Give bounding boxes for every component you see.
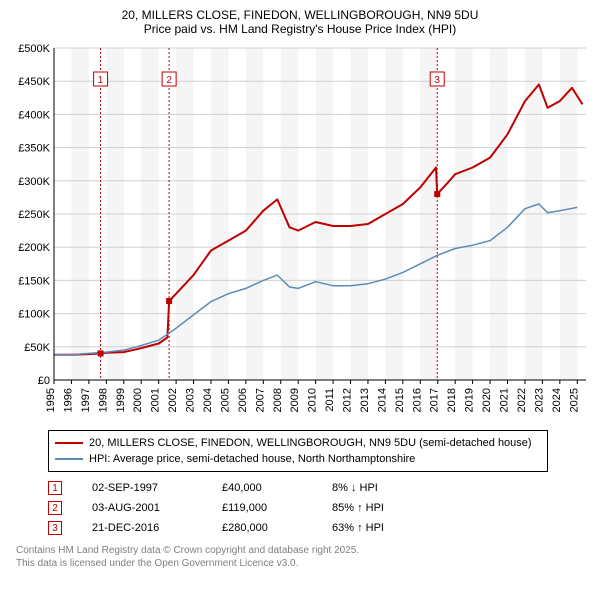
event-date: 21-DEC-2016 [92,522,222,534]
event-price: £40,000 [222,482,332,494]
svg-text:2016: 2016 [411,388,423,412]
event-price: £280,000 [222,522,332,534]
svg-text:£350K: £350K [18,143,50,155]
svg-text:£400K: £400K [18,109,50,121]
svg-text:2012: 2012 [342,388,354,412]
svg-text:1996: 1996 [62,388,74,412]
svg-text:2002: 2002 [167,388,179,412]
svg-text:2025: 2025 [568,388,580,412]
svg-text:2023: 2023 [533,388,545,412]
title-line2: Price paid vs. HM Land Registry's House … [8,22,592,36]
event-pct: 8% ↓ HPI [332,482,452,494]
svg-text:2: 2 [166,75,172,86]
svg-text:2020: 2020 [481,388,493,412]
svg-text:2011: 2011 [324,388,336,412]
svg-text:£100K: £100K [18,309,50,321]
svg-text:2015: 2015 [394,388,406,412]
event-marker: 3 [48,521,62,535]
svg-text:2007: 2007 [254,388,266,412]
event-price: £119,000 [222,502,332,514]
svg-text:2001: 2001 [150,388,162,412]
chart-title: 20, MILLERS CLOSE, FINEDON, WELLINGBOROU… [8,8,592,36]
event-date: 03-AUG-2001 [92,502,222,514]
svg-text:2005: 2005 [219,388,231,412]
event-pct: 85% ↑ HPI [332,502,452,514]
svg-text:2014: 2014 [376,388,388,412]
event-table: 1 02-SEP-1997 £40,000 8% ↓ HPI 2 03-AUG-… [48,478,592,538]
svg-text:£150K: £150K [18,275,50,287]
svg-text:2010: 2010 [307,388,319,412]
svg-text:1: 1 [98,75,104,86]
svg-text:2021: 2021 [499,388,511,412]
svg-text:£500K: £500K [18,43,50,55]
svg-text:£50K: £50K [24,342,50,354]
title-line1: 20, MILLERS CLOSE, FINEDON, WELLINGBOROU… [8,8,592,22]
footer-line: This data is licensed under the Open Gov… [16,557,592,570]
svg-text:£300K: £300K [18,176,50,188]
svg-text:1999: 1999 [115,388,127,412]
event-row: 3 21-DEC-2016 £280,000 63% ↑ HPI [48,518,592,538]
legend-swatch [55,442,83,444]
svg-text:2004: 2004 [202,388,214,412]
svg-text:2003: 2003 [185,388,197,412]
line-chart: £0 £50K £100K £150K £200K £250K £300K £350K £400… [8,42,592,422]
svg-text:1997: 1997 [80,388,92,412]
legend-item: 20, MILLERS CLOSE, FINEDON, WELLINGBOROU… [55,435,541,451]
event-date: 02-SEP-1997 [92,482,222,494]
legend-label: HPI: Average price, semi-detached house,… [89,453,415,465]
svg-text:1998: 1998 [97,388,109,412]
svg-text:£450K: £450K [18,76,50,88]
svg-text:£0: £0 [38,375,50,387]
svg-text:2000: 2000 [132,388,144,412]
svg-text:2009: 2009 [289,388,301,412]
event-row: 2 03-AUG-2001 £119,000 85% ↑ HPI [48,498,592,518]
legend-item: HPI: Average price, semi-detached house,… [55,451,541,467]
legend: 20, MILLERS CLOSE, FINEDON, WELLINGBOROU… [48,430,548,472]
svg-text:2008: 2008 [272,388,284,412]
event-row: 1 02-SEP-1997 £40,000 8% ↓ HPI [48,478,592,498]
svg-text:3: 3 [434,75,440,86]
svg-text:£250K: £250K [18,209,50,221]
svg-text:£200K: £200K [18,242,50,254]
svg-text:2024: 2024 [551,388,563,412]
svg-text:2017: 2017 [429,388,441,412]
event-pct: 63% ↑ HPI [332,522,452,534]
event-marker: 1 [48,481,62,495]
footer-line: Contains HM Land Registry data © Crown c… [16,544,592,557]
svg-text:1995: 1995 [45,388,57,412]
footer: Contains HM Land Registry data © Crown c… [16,544,592,570]
chart-area: £0 £50K £100K £150K £200K £250K £300K £350K £400… [8,42,592,422]
svg-text:2013: 2013 [359,388,371,412]
svg-text:2006: 2006 [237,388,249,412]
legend-label: 20, MILLERS CLOSE, FINEDON, WELLINGBOROU… [89,437,532,449]
legend-swatch [55,458,83,460]
svg-text:2022: 2022 [516,388,528,412]
svg-text:2018: 2018 [446,388,458,412]
event-marker: 2 [48,501,62,515]
svg-text:2019: 2019 [464,388,476,412]
